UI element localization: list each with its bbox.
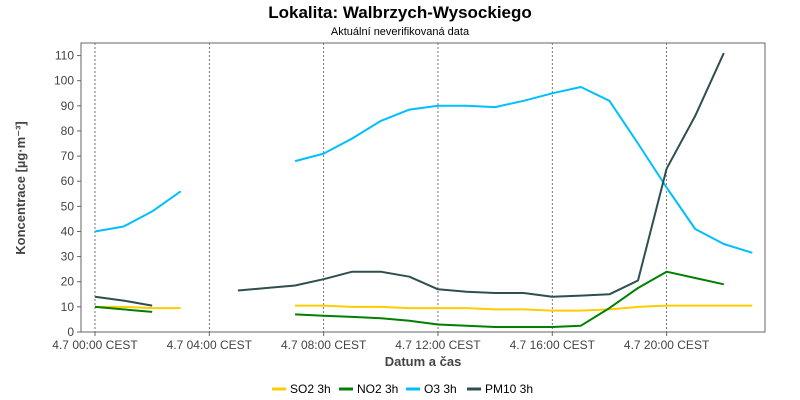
x-axis: 4.7 00:00 CEST 4.7 04:00 CEST 4.7 08:00 CE… (52, 332, 710, 352)
plot-area (80, 42, 766, 333)
legend-item-no2-3h[interactable]: NO2 3h (339, 382, 398, 396)
y-tick-label: 60 (61, 174, 75, 188)
legend: SO2 3h NO2 3h O3 3h PM10 3h (272, 382, 533, 396)
y-tick-label: 20 (61, 275, 75, 289)
legend-label: NO2 3h (357, 382, 398, 396)
y-tick-label: 70 (61, 149, 75, 163)
x-tick-label: 4.7 04:00 CEST (167, 338, 253, 352)
y-tick-label: 80 (61, 124, 75, 138)
x-tick-label: 4.7 20:00 CEST (624, 338, 710, 352)
legend-label: SO2 3h (290, 382, 331, 396)
series-line-pm10-3h (237, 52, 725, 298)
series-line-no2-3h (94, 305, 153, 313)
x-tick-label: 4.7 08:00 CEST (281, 338, 367, 352)
series-line-so2-3h (295, 304, 753, 312)
y-tick-label: 50 (61, 199, 75, 213)
legend-label: O3 3h (424, 382, 457, 396)
series-line-o3-3h (294, 86, 753, 254)
legend-label: PM10 3h (485, 382, 533, 396)
y-tick-label: 10 (61, 300, 75, 314)
x-tick-label: 4.7 00:00 CEST (52, 338, 138, 352)
series-line-o3-3h (94, 190, 182, 233)
y-tick-label: 40 (61, 224, 75, 238)
series-line-no2-3h (295, 270, 725, 328)
chart-subtitle: Aktuální neverifikovaná data (331, 26, 470, 38)
series-line-so2-3h (95, 305, 181, 310)
y-axis-label: Koncentrace [µg·m⁻³] (13, 121, 28, 255)
chart-title: Lokalita: Walbrzych-Wysockiego (268, 3, 532, 22)
legend-item-pm10-3h[interactable]: PM10 3h (467, 382, 533, 396)
x-tick-label: 4.7 16:00 CEST (510, 338, 596, 352)
y-tick-label: 0 (67, 325, 74, 339)
legend-item-so2-3h[interactable]: SO2 3h (272, 382, 331, 396)
x-axis-label: Datum a čas (385, 354, 462, 369)
series-lines (94, 52, 753, 328)
series-line-pm10-3h (94, 295, 153, 307)
legend-item-o3-3h[interactable]: O3 3h (406, 382, 457, 396)
y-tick-label: 110 (55, 49, 74, 63)
y-tick-label: 30 (61, 250, 75, 264)
x-tick-label: 4.7 12:00 CEST (395, 338, 481, 352)
y-axis: 0 10 20 30 40 50 60 70 80 90 100 110 (54, 49, 81, 339)
y-tick-label: 100 (54, 74, 74, 88)
y-tick-label: 90 (61, 99, 75, 113)
